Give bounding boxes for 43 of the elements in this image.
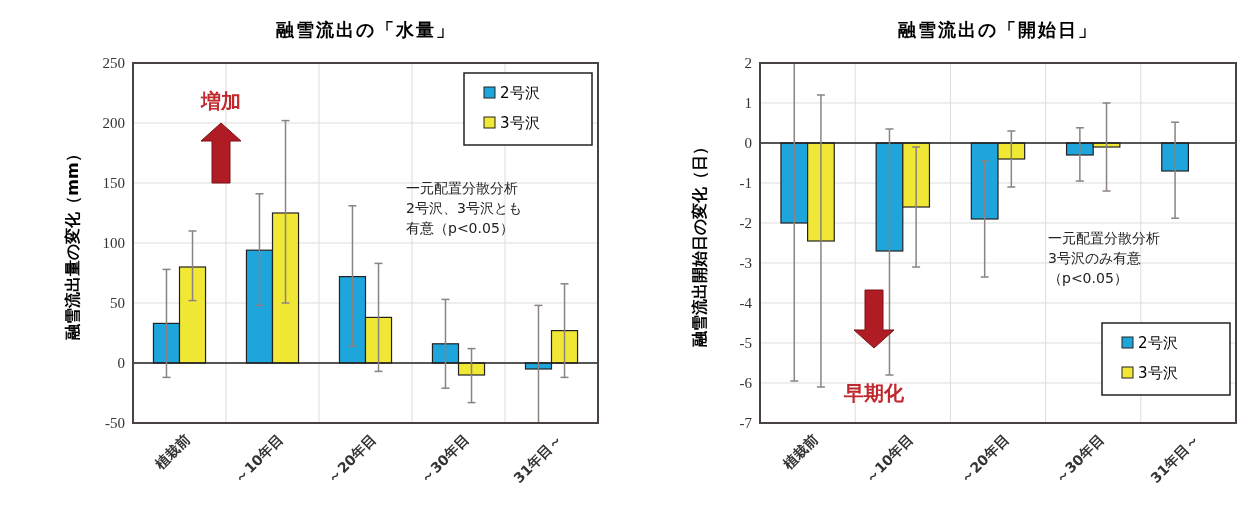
y-tick-label: 250 [102,55,125,72]
x-tick-label: 31年目～ [510,431,566,487]
x-tick-label: ～20年目 [956,431,1012,487]
annotation: 一元配置分散分析 [406,180,518,196]
y-tick-label: -50 [105,415,125,432]
y-axis-title: 融雪流出開始日の変化（日） [690,139,709,347]
x-tick-label: ～10年目 [231,431,287,487]
y-tick-label: 0 [117,355,125,372]
annotation: 増加 [200,89,241,113]
y-tick-label: 100 [102,235,125,252]
y-tick-label: 200 [102,115,125,132]
y-tick-label: -2 [739,215,752,232]
x-tick-label: ～30年目 [1052,431,1107,487]
legend-label: 3号沢 [1138,364,1178,383]
y-tick-label: -5 [739,335,752,352]
x-tick-label: ～30年目 [417,431,473,487]
y-tick-label: 150 [102,175,125,192]
x-tick-label: 植栽前 [779,431,822,473]
x-tick-label: 31年目～ [1147,431,1202,487]
y-tick-label: -7 [739,415,753,432]
legend-label: 2号沢 [1138,334,1178,353]
legend-label: 3号沢 [500,114,540,133]
chart-title: 融雪流出の「水量」 [275,19,456,40]
y-tick-label: -3 [739,255,752,272]
annotation: 3号沢のみ有意 [1048,250,1141,266]
y-tick-label: 2 [744,55,752,72]
y-axis-title: 融雪流出量の変化（mm） [63,146,82,340]
y-tick-label: 0 [744,135,752,152]
y-tick-label: -1 [739,175,752,192]
legend-label: 2号沢 [500,84,540,103]
x-tick-label: ～20年目 [324,431,380,487]
annotation: （p<0.05） [1048,270,1128,286]
y-tick-label: 50 [110,295,125,312]
annotation: 2号沢、3号沢とも [406,200,522,216]
chart-title: 融雪流出の「開始日」 [898,19,1098,40]
y-tick-label: -4 [739,295,753,312]
annotation: 早期化 [843,381,905,405]
y-tick-label: 1 [744,95,752,112]
x-tick-label: 植栽前 [151,431,194,473]
annotation: 一元配置分散分析 [1048,230,1160,246]
y-tick-label: -6 [739,375,753,392]
annotation: 有意（p<0.05） [406,220,514,236]
x-tick-label: ～10年目 [861,431,917,487]
